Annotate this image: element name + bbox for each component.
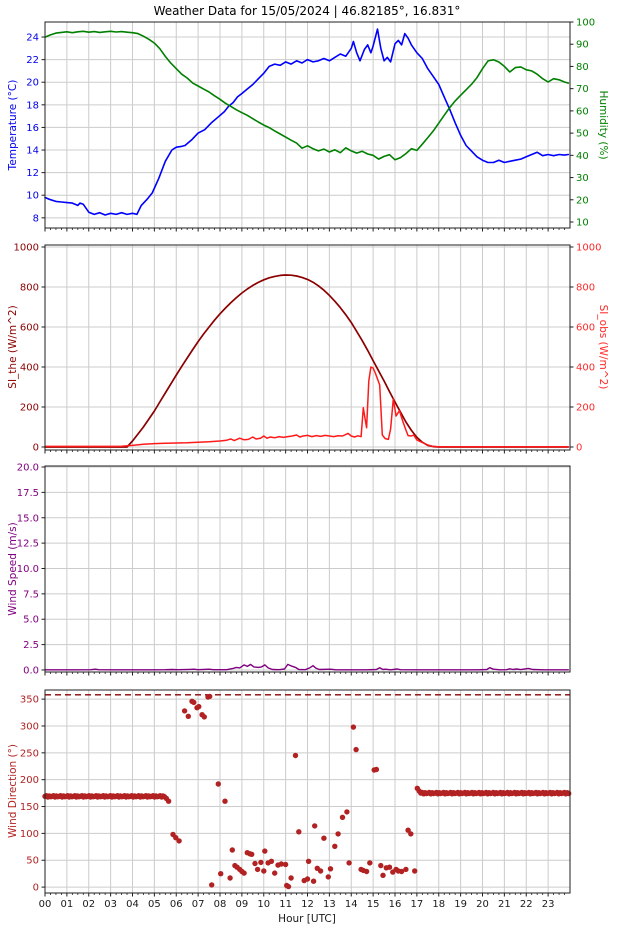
svg-text:08: 08 [214,899,227,910]
svg-text:12.5: 12.5 [17,539,39,550]
svg-text:22: 22 [520,899,533,910]
si-obs-axis-label: SI_obs (W/m^2) [597,304,609,390]
svg-text:2.5: 2.5 [23,640,39,651]
svg-text:60: 60 [576,106,589,117]
svg-text:50: 50 [26,856,39,867]
svg-text:100: 100 [576,18,595,29]
svg-text:400: 400 [20,363,39,374]
svg-text:1000: 1000 [576,243,601,254]
svg-text:40: 40 [576,151,589,162]
svg-text:20.0: 20.0 [17,463,39,474]
svg-text:10: 10 [257,899,270,910]
svg-text:02: 02 [82,899,95,910]
si-the-axis-label: SI_the (W/m^2) [7,305,19,389]
svg-text:11: 11 [279,899,292,910]
svg-text:800: 800 [576,283,595,294]
svg-text:30: 30 [576,173,589,184]
svg-text:16: 16 [389,899,402,910]
svg-text:0: 0 [33,443,39,454]
svg-text:350: 350 [20,695,39,706]
svg-text:15: 15 [367,899,380,910]
svg-text:800: 800 [20,283,39,294]
svg-text:600: 600 [576,323,595,334]
svg-text:14: 14 [345,899,358,910]
svg-text:90: 90 [576,40,589,51]
svg-text:1000: 1000 [14,243,39,254]
svg-text:23: 23 [542,899,555,910]
svg-text:10: 10 [576,218,589,229]
svg-text:01: 01 [61,899,74,910]
svg-text:20: 20 [576,195,589,206]
svg-text:150: 150 [20,802,39,813]
svg-text:7.5: 7.5 [23,589,39,600]
wind-direction-axis-label: Wind Direction (°) [7,744,19,838]
svg-text:18: 18 [432,899,445,910]
svg-text:06: 06 [170,899,183,910]
svg-text:10: 10 [26,191,39,202]
svg-text:5.0: 5.0 [23,615,39,626]
svg-text:03: 03 [104,899,117,910]
svg-text:20: 20 [476,899,489,910]
svg-text:200: 200 [576,403,595,414]
svg-text:200: 200 [20,775,39,786]
svg-text:250: 250 [20,748,39,759]
humidity-axis-label: Humidity (%) [597,90,609,160]
figure-title: Weather Data for 15/05/2024 | 46.82185°,… [153,4,461,18]
svg-text:17.5: 17.5 [17,488,39,499]
svg-text:17: 17 [411,899,424,910]
svg-text:400: 400 [576,363,595,374]
temperature-axis-label: Temperature (°C) [7,79,19,171]
svg-text:00: 00 [39,899,52,910]
svg-text:20: 20 [26,78,39,89]
svg-text:18: 18 [26,100,39,111]
svg-text:22: 22 [26,55,39,66]
wind-speed-axis-label: Wind Speed (m/s) [7,522,19,616]
svg-text:13: 13 [323,899,336,910]
svg-text:05: 05 [148,899,161,910]
hour-axis-label: Hour [UTC] [278,913,336,925]
svg-text:19: 19 [454,899,467,910]
svg-text:300: 300 [20,721,39,732]
svg-text:50: 50 [576,129,589,140]
svg-text:07: 07 [192,899,205,910]
svg-text:15.0: 15.0 [17,513,39,524]
svg-text:14: 14 [26,146,39,157]
svg-text:0.0: 0.0 [23,665,39,676]
svg-text:0: 0 [576,443,582,454]
svg-text:12: 12 [26,168,39,179]
svg-text:80: 80 [576,62,589,73]
svg-text:16: 16 [26,123,39,134]
svg-text:10.0: 10.0 [17,564,39,575]
svg-text:04: 04 [126,899,139,910]
svg-text:600: 600 [20,323,39,334]
svg-text:100: 100 [20,829,39,840]
svg-text:70: 70 [576,84,589,95]
svg-text:0: 0 [33,883,39,894]
svg-text:21: 21 [498,899,511,910]
svg-text:24: 24 [26,33,39,44]
svg-text:12: 12 [301,899,314,910]
svg-text:200: 200 [20,403,39,414]
svg-text:09: 09 [236,899,249,910]
svg-text:8: 8 [33,213,39,224]
